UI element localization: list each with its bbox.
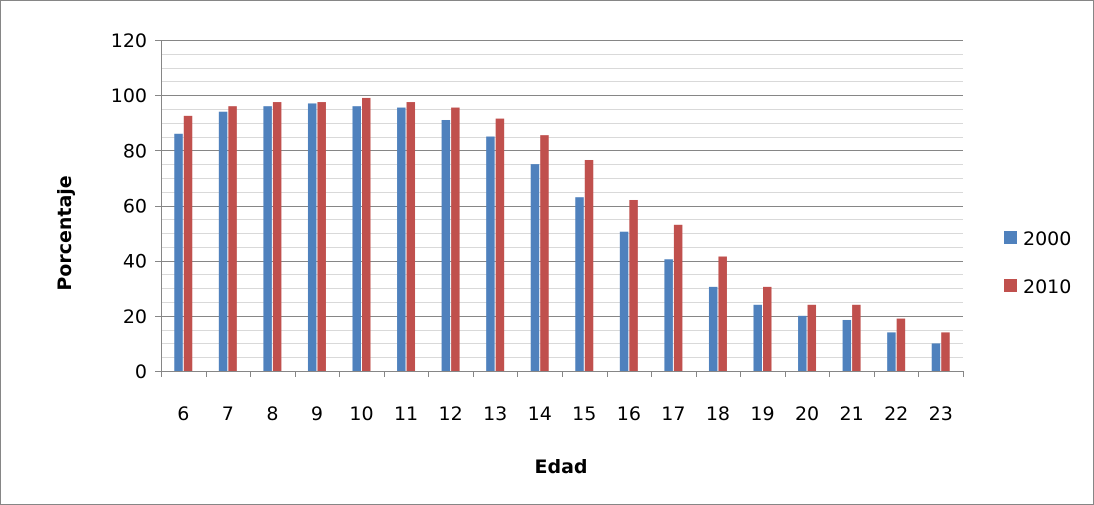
gridlines <box>161 40 963 358</box>
x-tick-label: 23 <box>929 403 953 425</box>
x-axis-title: Edad <box>534 456 587 478</box>
x-tick-label: 8 <box>266 403 278 425</box>
bar-2010-15 <box>584 159 594 371</box>
x-tick-label: 17 <box>661 403 685 425</box>
bar-2000-20 <box>798 315 807 371</box>
bar-2000-17 <box>664 259 673 371</box>
bars <box>174 97 950 372</box>
bar-2000-14 <box>530 164 540 371</box>
x-tick-label: 10 <box>349 403 373 425</box>
x-tick-label: 13 <box>483 403 507 425</box>
y-tick-labels: 0 20 40 60 80 100 120 <box>111 30 147 383</box>
bar-2010-16 <box>629 199 638 371</box>
x-tick-label: 15 <box>572 403 596 425</box>
bar-2010-7 <box>228 106 237 371</box>
bar-2010-10 <box>362 97 371 372</box>
bar-2010-14 <box>540 135 549 371</box>
bar-2000-9 <box>307 103 317 372</box>
bar-2000-21 <box>842 319 852 371</box>
y-tick-label: 120 <box>111 30 147 52</box>
legend-swatch-2000 <box>1004 231 1017 244</box>
bar-2010-8 <box>272 102 282 371</box>
x-tick-label: 7 <box>222 403 234 425</box>
x-tick-label: 9 <box>311 403 323 425</box>
bar-2010-13 <box>495 118 505 371</box>
y-tick-label: 0 <box>135 361 147 383</box>
bar-2000-11 <box>397 107 406 372</box>
bar-2010-11 <box>406 102 416 371</box>
y-tick-label: 60 <box>123 196 147 218</box>
x-tick-label: 21 <box>840 403 864 425</box>
x-tick-label: 12 <box>439 403 463 425</box>
x-tick-labels: 6 7 8 9 10 11 12 13 14 15 16 17 18 19 20 21 22 23 <box>177 403 953 425</box>
bar-2010-12 <box>451 107 460 372</box>
x-tick-label: 22 <box>884 403 908 425</box>
bar-2000-10 <box>352 106 361 371</box>
legend-swatch-2010 <box>1004 279 1017 292</box>
bar-2010-17 <box>673 224 683 371</box>
x-tick-label: 6 <box>177 403 189 425</box>
bar-2000-19 <box>753 304 762 371</box>
bar-2010-22 <box>896 318 906 371</box>
legend-label-2010: 2010 <box>1023 276 1071 298</box>
x-tick-label: 20 <box>795 403 819 425</box>
bar-2010-21 <box>852 304 861 371</box>
bar-2000-8 <box>263 106 272 371</box>
bar-2000-16 <box>619 231 629 371</box>
bar-2000-15 <box>575 197 584 371</box>
bar-2000-12 <box>441 119 451 371</box>
axes <box>155 40 964 377</box>
bar-2000-18 <box>708 286 718 371</box>
x-tick-label: 19 <box>750 403 774 425</box>
x-tick-label: 16 <box>617 403 641 425</box>
bar-2010-23 <box>941 332 950 371</box>
x-tick-label: 11 <box>394 403 418 425</box>
bar-2010-6 <box>183 115 193 372</box>
y-tick-label: 40 <box>123 251 147 273</box>
y-axis-title: Porcentaje <box>54 175 76 290</box>
bar-2000-22 <box>887 332 896 371</box>
y-tick-label: 80 <box>123 140 147 162</box>
bar-2000-7 <box>218 111 228 371</box>
bar-2000-23 <box>931 343 941 371</box>
bar-2000-13 <box>486 136 495 371</box>
bar-2010-19 <box>763 286 772 371</box>
x-tick-label: 14 <box>528 403 552 425</box>
y-tick-label: 100 <box>111 85 147 107</box>
x-tick-label: 18 <box>706 403 730 425</box>
bar-2010-20 <box>807 304 817 371</box>
y-tick-label: 20 <box>123 306 147 328</box>
bar-2010-9 <box>317 102 326 371</box>
legend: 2000 2010 <box>1004 228 1071 298</box>
bar-2010-18 <box>718 256 727 371</box>
bar-2000-6 <box>174 133 183 371</box>
legend-label-2000: 2000 <box>1023 228 1071 250</box>
